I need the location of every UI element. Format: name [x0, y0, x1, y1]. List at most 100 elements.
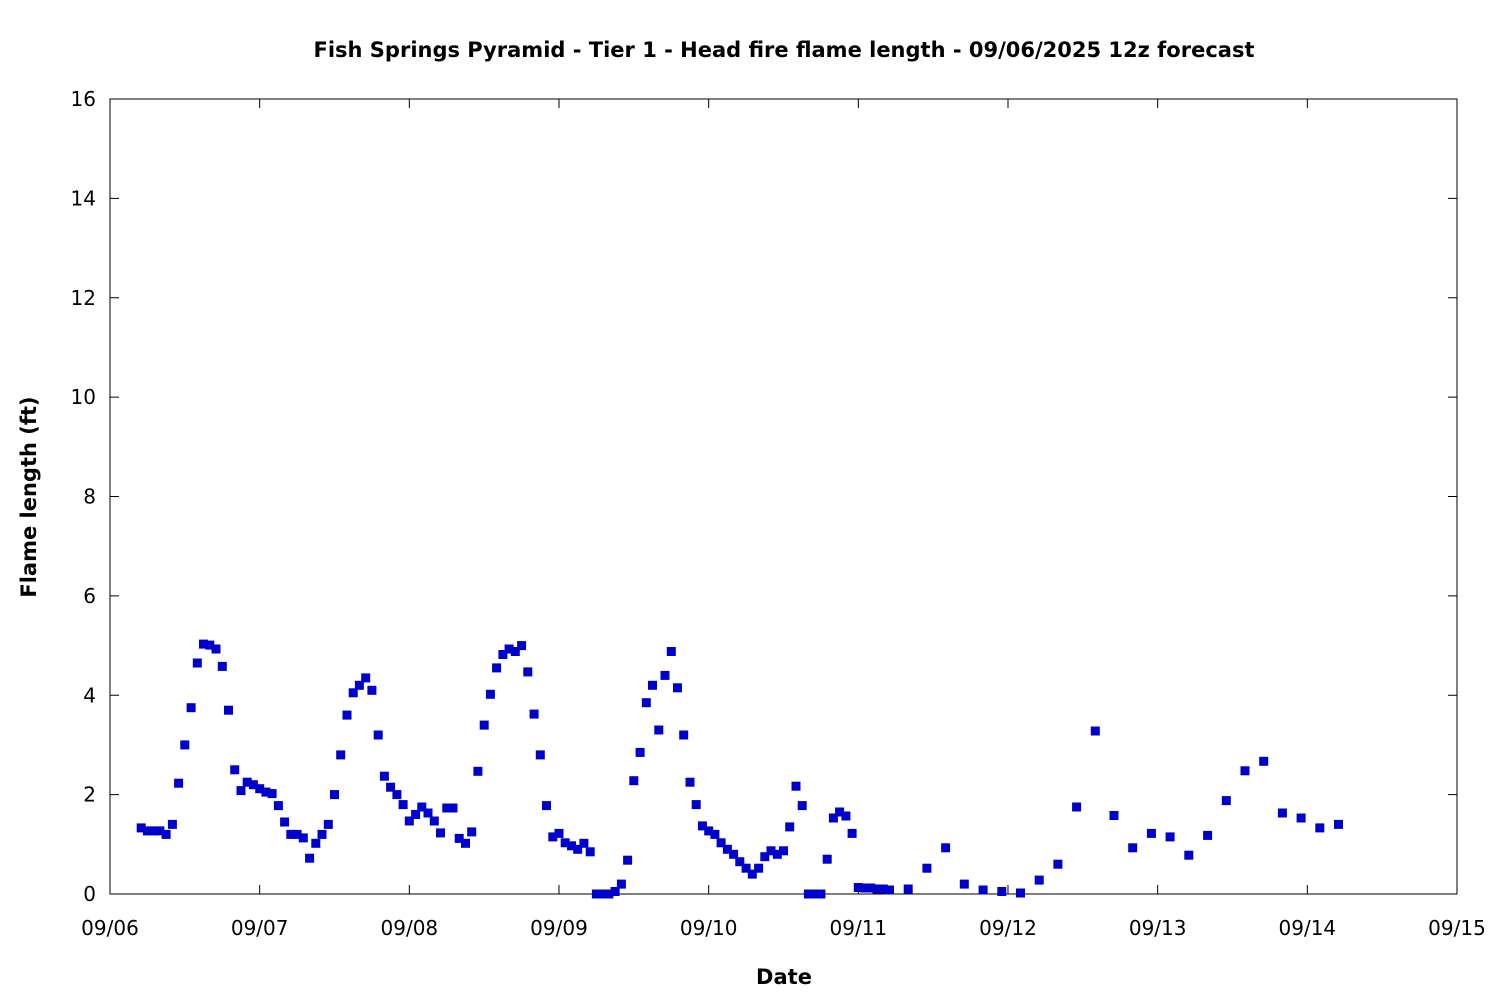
data-point [504, 644, 514, 654]
y-tick-label: 6 [83, 584, 96, 608]
data-point [336, 750, 346, 760]
data-point [492, 663, 502, 673]
x-tick-label: 09/14 [1279, 916, 1337, 940]
data-point [298, 833, 308, 843]
data-point [922, 863, 932, 873]
x-tick-label: 09/15 [1428, 916, 1486, 940]
data-point [878, 884, 888, 894]
data-point [772, 849, 782, 859]
data-point [741, 863, 751, 873]
data-point [978, 885, 988, 895]
data-point [192, 658, 202, 668]
y-tick-label: 4 [83, 683, 96, 707]
data-point [579, 838, 589, 848]
data-point [779, 846, 788, 856]
data-point [1146, 828, 1156, 838]
data-point [679, 730, 689, 740]
data-point [1034, 875, 1044, 885]
data-point [255, 784, 265, 794]
y-axis: 0 2 4 6 8 10 12 14 16 [71, 87, 1457, 906]
data-point [691, 800, 701, 810]
data-point [180, 740, 190, 750]
data-point [367, 685, 377, 695]
chart-title: Fish Springs Pyramid - Tier 1 - Head fir… [314, 38, 1255, 62]
data-point [461, 838, 470, 848]
data-point [161, 829, 171, 839]
data-point [224, 705, 233, 715]
data-point [354, 680, 364, 690]
data-point [473, 766, 483, 776]
data-point [841, 811, 851, 821]
data-point [816, 889, 826, 899]
data-point [654, 725, 664, 735]
data-point [560, 838, 570, 848]
data-point [791, 781, 801, 791]
data-point [398, 800, 408, 810]
data-point [311, 838, 321, 848]
plot-frame [109, 98, 1458, 895]
data-point [205, 640, 215, 650]
data-point [479, 720, 489, 730]
data-point [261, 787, 271, 797]
data-point [186, 703, 196, 713]
data-point [673, 683, 682, 693]
data-point [142, 826, 152, 836]
data-point [598, 889, 608, 899]
data-point [448, 803, 458, 813]
data-point [136, 823, 146, 833]
data-point [236, 786, 246, 796]
data-point [860, 883, 870, 893]
x-tick-label: 09/09 [530, 916, 588, 940]
data-point [248, 780, 258, 790]
x-tick-label: 09/13 [1129, 916, 1187, 940]
data-point [1203, 830, 1213, 840]
data-point [623, 855, 633, 865]
data-point [866, 883, 876, 893]
data-point [567, 841, 576, 851]
data-point [523, 667, 533, 677]
data-point [361, 673, 371, 683]
data-point [853, 883, 863, 892]
data-point [554, 828, 564, 838]
x-tick-label: 09/12 [979, 916, 1037, 940]
data-point [267, 789, 277, 799]
data-point [199, 639, 208, 649]
data-point [573, 844, 583, 854]
data-point [785, 822, 795, 832]
x-axis: 09/06 09/07 09/08 09/09 09/10 09/11 09/12 09/13… [81, 99, 1486, 940]
data-point [1090, 726, 1100, 736]
y-tick-label: 10 [71, 385, 96, 409]
data-point [167, 819, 177, 829]
data-point [872, 884, 882, 894]
data-point [1296, 813, 1306, 823]
data-point [997, 887, 1007, 896]
data-point [292, 829, 302, 839]
data-point [548, 832, 558, 842]
data-point [417, 802, 427, 812]
data-point [660, 670, 670, 680]
data-point [1165, 832, 1175, 842]
data-point [386, 782, 396, 792]
data-point [797, 801, 807, 811]
data-point [959, 879, 969, 889]
data-point [411, 810, 421, 819]
data-point [803, 889, 813, 899]
data-point [610, 887, 620, 896]
data-point [348, 688, 358, 698]
y-tick-label: 12 [71, 286, 96, 310]
data-point [498, 650, 508, 659]
data-point [305, 853, 315, 863]
x-tick-label: 09/08 [381, 916, 439, 940]
data-point [542, 801, 551, 811]
data-point [373, 730, 383, 740]
x-tick-label: 09/07 [231, 916, 289, 940]
data-point [666, 647, 676, 656]
data-point [760, 852, 770, 862]
data-point [436, 828, 445, 838]
data-point [429, 816, 439, 826]
data-point [735, 857, 745, 867]
data-point [423, 808, 433, 818]
data-point [149, 826, 159, 836]
data-point [1221, 796, 1231, 806]
